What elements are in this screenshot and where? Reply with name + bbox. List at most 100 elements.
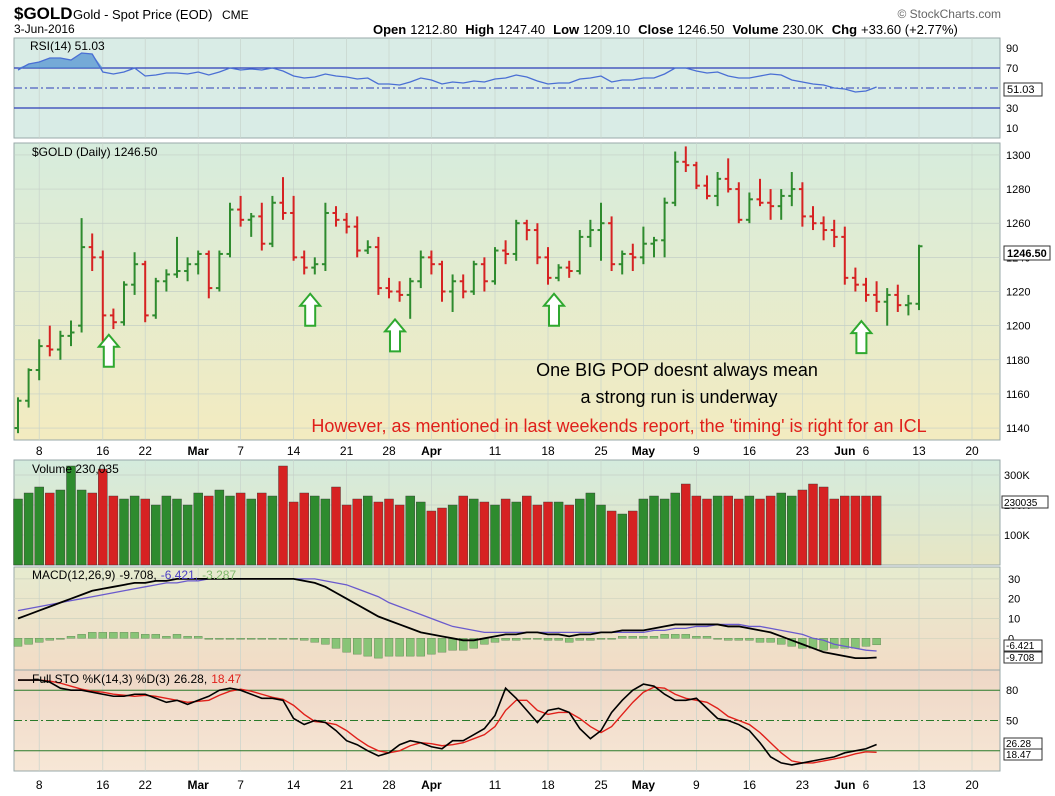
ohlc-bar (533, 223, 541, 265)
sto-k-line (18, 679, 877, 766)
macd-histogram-bar (56, 638, 65, 640)
macd-tick-label: 20 (1008, 594, 1020, 606)
ohlc-bar (480, 257, 488, 292)
macd-histogram-bar (310, 638, 319, 643)
price-tick-label: 1140 (1006, 423, 1030, 435)
price-panel-label: $GOLD (Daily) 1246.50 (32, 145, 158, 159)
svg-text:-9.708: -9.708 (1006, 653, 1035, 664)
macd-histogram-bar (734, 638, 743, 641)
x-tick-label: 21 (340, 778, 354, 792)
ohlc-bar (756, 178, 764, 207)
ohlc-bar (88, 233, 96, 272)
macd-histogram-bar (257, 638, 266, 640)
svg-text:51.03: 51.03 (1007, 84, 1035, 96)
macd-histogram-bar (215, 638, 224, 640)
volume-bar (787, 495, 797, 566)
volume-bar (23, 492, 34, 566)
low-label: Low (553, 22, 580, 37)
volume-bar (469, 498, 479, 566)
macd-histogram-bar (851, 638, 860, 649)
volume-bar (55, 489, 66, 566)
brand-watermark: © StockCharts.com (897, 7, 1001, 21)
volume-bar (606, 510, 617, 566)
ohlc-bar (131, 252, 139, 295)
chg-label: Chg (832, 22, 857, 37)
ohlc-bar (353, 216, 361, 258)
ohlc-bar (109, 308, 117, 330)
x-tick-label: 16 (96, 444, 110, 458)
volume-value: 230.0K (783, 22, 825, 37)
ohlc-bar (820, 216, 828, 241)
macd-histogram-bar (437, 638, 447, 653)
up-arrow-icon (849, 319, 874, 355)
volume-bar (172, 498, 182, 566)
chart-date: 3-Jun-2016 (14, 22, 75, 36)
macd-histogram-bar (183, 636, 192, 639)
macd-tick-label: 0 (1008, 633, 1014, 645)
x-axis-bottom: 8 16 22 Mar 7 14 21 28 Apr 11 18 25 May 9 16 23 Jun 6 13 20 (36, 778, 979, 792)
macd-histogram-bar (268, 638, 277, 640)
volume-bar (575, 498, 585, 566)
ohlc-bar (56, 330, 64, 360)
ohlc-bar (841, 226, 849, 285)
ohlc-bar (873, 281, 881, 312)
macd-histogram-bar (586, 638, 595, 641)
ohlc-bar (406, 277, 414, 319)
ohlc-bar (99, 250, 107, 343)
ohlc-bar (650, 236, 658, 258)
ohlc-bar (703, 175, 711, 200)
open-value: 1212.80 (410, 22, 457, 37)
macd-histogram-bar (533, 638, 542, 640)
macd-histogram-bar (819, 638, 828, 651)
macd-histogram-bar (554, 638, 563, 641)
ohlc-bar (565, 260, 573, 278)
ohlc-bar (894, 284, 902, 312)
ohlc-bar (544, 247, 552, 285)
volume-bar (384, 498, 394, 566)
volume-bar (267, 495, 278, 566)
ohlc-bar (237, 195, 245, 227)
macd-histogram-bar (565, 638, 574, 643)
ohlc-bar (798, 182, 806, 227)
rsi-panel: 9070503010 RSI(14) 51.03 51.03 (13, 37, 1043, 139)
x-tick-label: 6 (863, 444, 870, 458)
macd-histogram-bar (872, 638, 881, 646)
macd-histogram-bar (469, 638, 478, 649)
volume-bar (416, 501, 426, 566)
macd-histogram-bar (151, 634, 161, 639)
volume-bar (373, 501, 384, 566)
volume-bar (320, 498, 331, 566)
x-tick-label: 13 (912, 778, 926, 792)
volume-bar (691, 495, 702, 566)
annotation-line-3: However, as mentioned in last weekends r… (311, 416, 926, 436)
macd-histogram-bar (607, 638, 616, 640)
macd-histogram-bar (575, 638, 584, 641)
macd-histogram-bar (501, 638, 510, 641)
volume-bar (628, 510, 638, 566)
ohlc-bar (714, 172, 722, 207)
price-tick-label: 1260 (1006, 218, 1030, 230)
volume-bar (712, 495, 723, 566)
close-label: Close (638, 22, 673, 37)
volume-bar (394, 504, 405, 566)
ohlc-bar (555, 264, 563, 282)
ohlc-bar (385, 277, 393, 299)
volume-bar (755, 498, 765, 566)
macd-histogram-bar (702, 636, 712, 639)
volume-bar (861, 495, 871, 566)
rsi-line (17, 52, 877, 93)
x-tick-label: 9 (693, 444, 700, 458)
macd-histogram-bar (692, 636, 701, 639)
ohlc-bar (173, 236, 181, 278)
ohlc-bar (14, 397, 22, 434)
macd-histogram-bar (416, 638, 425, 657)
volume-bar (405, 495, 415, 566)
x-tick-label: 23 (796, 444, 810, 458)
x-tick-label: 18 (541, 778, 555, 792)
volume-bar (363, 495, 373, 566)
ohlc-bar (661, 197, 669, 258)
macd-histogram-bar (861, 638, 871, 647)
volume-bar (161, 495, 172, 566)
chg-value: +33.60 (+2.77%) (861, 22, 958, 37)
macd-histogram-bar (649, 636, 659, 639)
